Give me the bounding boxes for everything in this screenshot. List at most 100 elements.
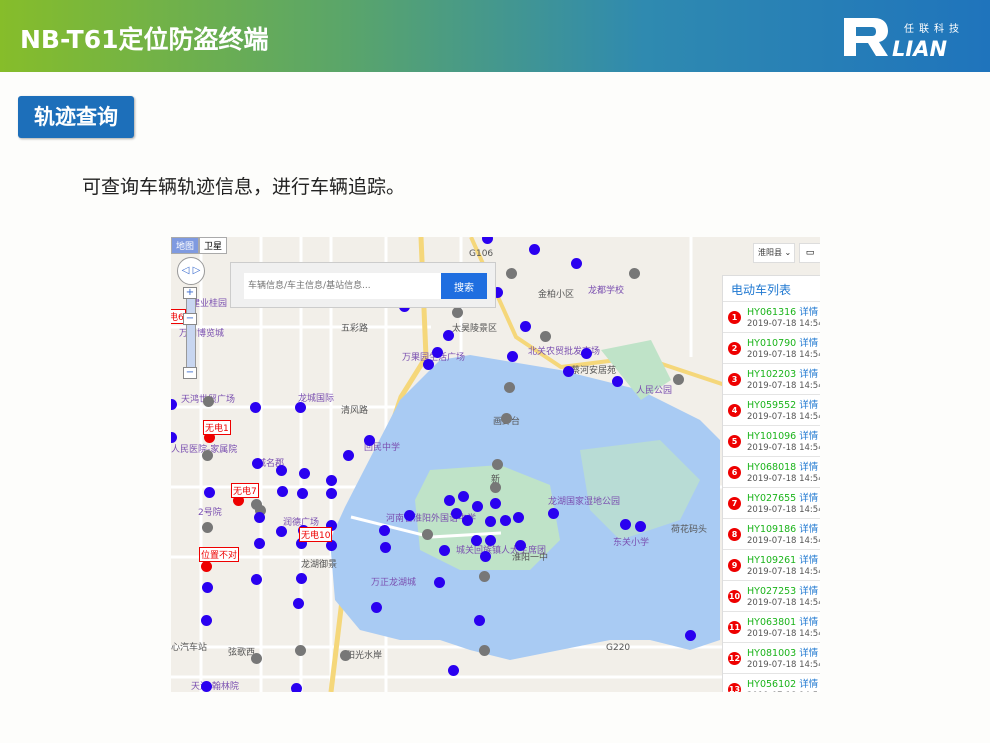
- alarm-vehicle-marker[interactable]: [201, 561, 212, 572]
- vehicle-marker[interactable]: [296, 538, 307, 549]
- vehicle-marker[interactable]: [404, 510, 415, 521]
- vehicle-marker[interactable]: [471, 535, 482, 546]
- offline-vehicle-marker[interactable]: [202, 450, 213, 461]
- alarm-vehicle-marker[interactable]: [233, 495, 244, 506]
- detail-link[interactable]: 详情: [799, 493, 819, 504]
- offline-vehicle-marker[interactable]: [490, 482, 501, 493]
- vehicle-marker[interactable]: [443, 330, 454, 341]
- vehicle-marker[interactable]: [492, 287, 503, 298]
- offline-vehicle-marker[interactable]: [492, 459, 503, 470]
- vehicle-id[interactable]: HY059552: [747, 400, 797, 411]
- vehicle-marker[interactable]: [444, 495, 455, 506]
- vehicle-marker[interactable]: [635, 521, 646, 532]
- vehicle-marker[interactable]: [458, 491, 469, 502]
- vehicle-marker[interactable]: [448, 665, 459, 676]
- vehicle-marker[interactable]: [326, 520, 337, 531]
- vehicle-marker[interactable]: [299, 468, 310, 479]
- toolbox-icon[interactable]: ▭: [799, 243, 820, 263]
- vehicle-marker[interactable]: [371, 602, 382, 613]
- vehicle-marker[interactable]: [620, 519, 631, 530]
- offline-vehicle-marker[interactable]: [629, 268, 640, 279]
- vehicle-marker[interactable]: [204, 487, 215, 498]
- vehicle-id[interactable]: HY081003: [747, 648, 797, 659]
- search-input[interactable]: [244, 273, 441, 299]
- vehicle-id[interactable]: HY027253: [747, 586, 797, 597]
- vehicle-marker[interactable]: [379, 525, 390, 536]
- vehicle-marker[interactable]: [480, 551, 491, 562]
- vehicle-id[interactable]: HY068018: [747, 462, 797, 473]
- vehicle-marker[interactable]: [507, 351, 518, 362]
- vehicle-id[interactable]: HY109186: [747, 524, 797, 535]
- vehicle-marker[interactable]: [685, 630, 696, 641]
- vehicle-list-item[interactable]: 13 HY056102详情2019-07-18 14:54:2: [723, 673, 820, 692]
- zoom-out-button[interactable]: −: [183, 367, 197, 379]
- vehicle-marker[interactable]: [490, 498, 501, 509]
- vehicle-id[interactable]: HY101096: [747, 431, 797, 442]
- detail-link[interactable]: 详情: [799, 369, 819, 380]
- vehicle-marker[interactable]: [326, 540, 337, 551]
- vehicle-id[interactable]: HY063801: [747, 617, 797, 628]
- offline-vehicle-marker[interactable]: [295, 645, 306, 656]
- offline-vehicle-marker[interactable]: [673, 374, 684, 385]
- vehicle-marker[interactable]: [432, 347, 443, 358]
- vehicle-marker[interactable]: [293, 598, 304, 609]
- vehicle-marker[interactable]: [252, 458, 263, 469]
- offline-vehicle-marker[interactable]: [203, 396, 214, 407]
- vehicle-marker[interactable]: [451, 508, 462, 519]
- offline-vehicle-marker[interactable]: [504, 382, 515, 393]
- vehicle-marker[interactable]: [291, 683, 302, 692]
- vehicle-marker[interactable]: [563, 366, 574, 377]
- vehicle-marker[interactable]: [276, 526, 287, 537]
- pan-control[interactable]: ◁ ▷: [177, 257, 205, 285]
- vehicle-marker[interactable]: [472, 501, 483, 512]
- vehicle-marker[interactable]: [380, 542, 391, 553]
- offline-vehicle-marker[interactable]: [251, 653, 262, 664]
- vehicle-marker[interactable]: [295, 402, 306, 413]
- vehicle-marker[interactable]: [343, 450, 354, 461]
- offline-vehicle-marker[interactable]: [479, 645, 490, 656]
- detail-link[interactable]: 详情: [799, 307, 819, 318]
- vehicle-id[interactable]: HY061316: [747, 307, 797, 318]
- vehicle-marker[interactable]: [520, 321, 531, 332]
- vehicle-marker[interactable]: [250, 402, 261, 413]
- detail-link[interactable]: 详情: [799, 338, 819, 349]
- detail-link[interactable]: 详情: [799, 679, 819, 690]
- vehicle-marker[interactable]: [326, 475, 337, 486]
- vehicle-marker[interactable]: [515, 540, 526, 551]
- vehicle-marker[interactable]: [439, 545, 450, 556]
- detail-link[interactable]: 详情: [799, 462, 819, 473]
- map-view[interactable]: 建业桂园 万和博览城 五彩路 太昊陵景区 万果园生活广场 北关农贸批发市场 金柏小区 龙都学校…: [171, 237, 820, 692]
- map-type-satellite[interactable]: 卫星: [199, 237, 228, 254]
- vehicle-marker[interactable]: [423, 359, 434, 370]
- vehicle-marker[interactable]: [171, 399, 177, 410]
- offline-vehicle-marker[interactable]: [540, 331, 551, 342]
- detail-link[interactable]: 详情: [799, 400, 819, 411]
- zoom-handle[interactable]: −: [183, 313, 197, 325]
- offline-vehicle-marker[interactable]: [479, 571, 490, 582]
- vehicle-marker[interactable]: [612, 376, 623, 387]
- vehicle-marker[interactable]: [474, 615, 485, 626]
- vehicle-id[interactable]: HY010790: [747, 338, 797, 349]
- offline-vehicle-marker[interactable]: [202, 522, 213, 533]
- search-button[interactable]: 搜索: [441, 273, 487, 299]
- offline-vehicle-marker[interactable]: [452, 307, 463, 318]
- vehicle-marker[interactable]: [548, 508, 559, 519]
- map-type-map[interactable]: 地图: [171, 237, 200, 254]
- detail-link[interactable]: 详情: [799, 617, 819, 628]
- offline-vehicle-marker[interactable]: [506, 268, 517, 279]
- vehicle-marker[interactable]: [581, 348, 592, 359]
- vehicle-marker[interactable]: [171, 432, 177, 443]
- offline-vehicle-marker[interactable]: [251, 499, 262, 510]
- vehicle-marker[interactable]: [202, 582, 213, 593]
- vehicle-marker[interactable]: [513, 512, 524, 523]
- vehicle-marker[interactable]: [434, 577, 445, 588]
- vehicle-marker[interactable]: [297, 488, 308, 499]
